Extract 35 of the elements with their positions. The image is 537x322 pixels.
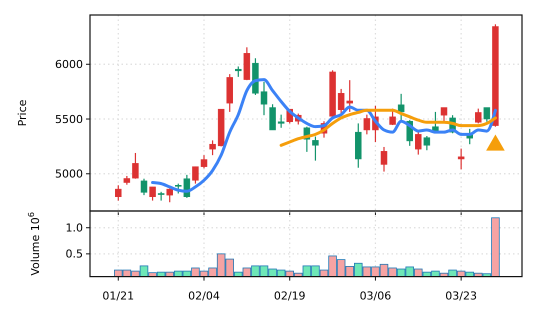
candlestick	[458, 148, 464, 170]
candlestick	[475, 108, 482, 124]
x-tick-label: 02/04	[188, 290, 220, 303]
candlestick	[235, 66, 242, 78]
candlestick	[312, 136, 319, 162]
candlestick	[140, 178, 148, 196]
candlestick	[338, 88, 344, 116]
candlestick	[398, 93, 404, 122]
x-tick-label: 03/23	[445, 290, 477, 303]
candlestick	[389, 108, 396, 126]
candlestick	[364, 114, 370, 135]
x-tick-label: 03/06	[360, 290, 392, 303]
y-tick-label: 6000	[55, 58, 83, 72]
x-tick-label: 01/21	[102, 290, 134, 303]
y-tick-label: 1.0	[66, 222, 83, 235]
y-tick-label: 5500	[55, 112, 83, 126]
candlestick	[149, 186, 156, 202]
candlestick	[166, 188, 173, 203]
y-tick-label: 0.5	[66, 248, 83, 261]
candlestick	[440, 106, 448, 122]
x-tick-label: 02/19	[274, 290, 306, 303]
y-axis-title: Price	[16, 99, 29, 126]
candlestick	[424, 135, 430, 151]
candlestick	[380, 146, 388, 172]
candlestick	[175, 183, 182, 194]
candlestick	[269, 104, 276, 131]
candlestick	[415, 131, 422, 156]
candlestick	[278, 114, 284, 128]
candlestick	[346, 80, 353, 113]
candlestick	[209, 140, 216, 156]
candlestick	[132, 152, 139, 180]
y-tick-label: 5000	[55, 168, 83, 181]
line-series	[280, 108, 497, 147]
candlestick	[484, 106, 490, 122]
candlestick	[115, 184, 122, 202]
